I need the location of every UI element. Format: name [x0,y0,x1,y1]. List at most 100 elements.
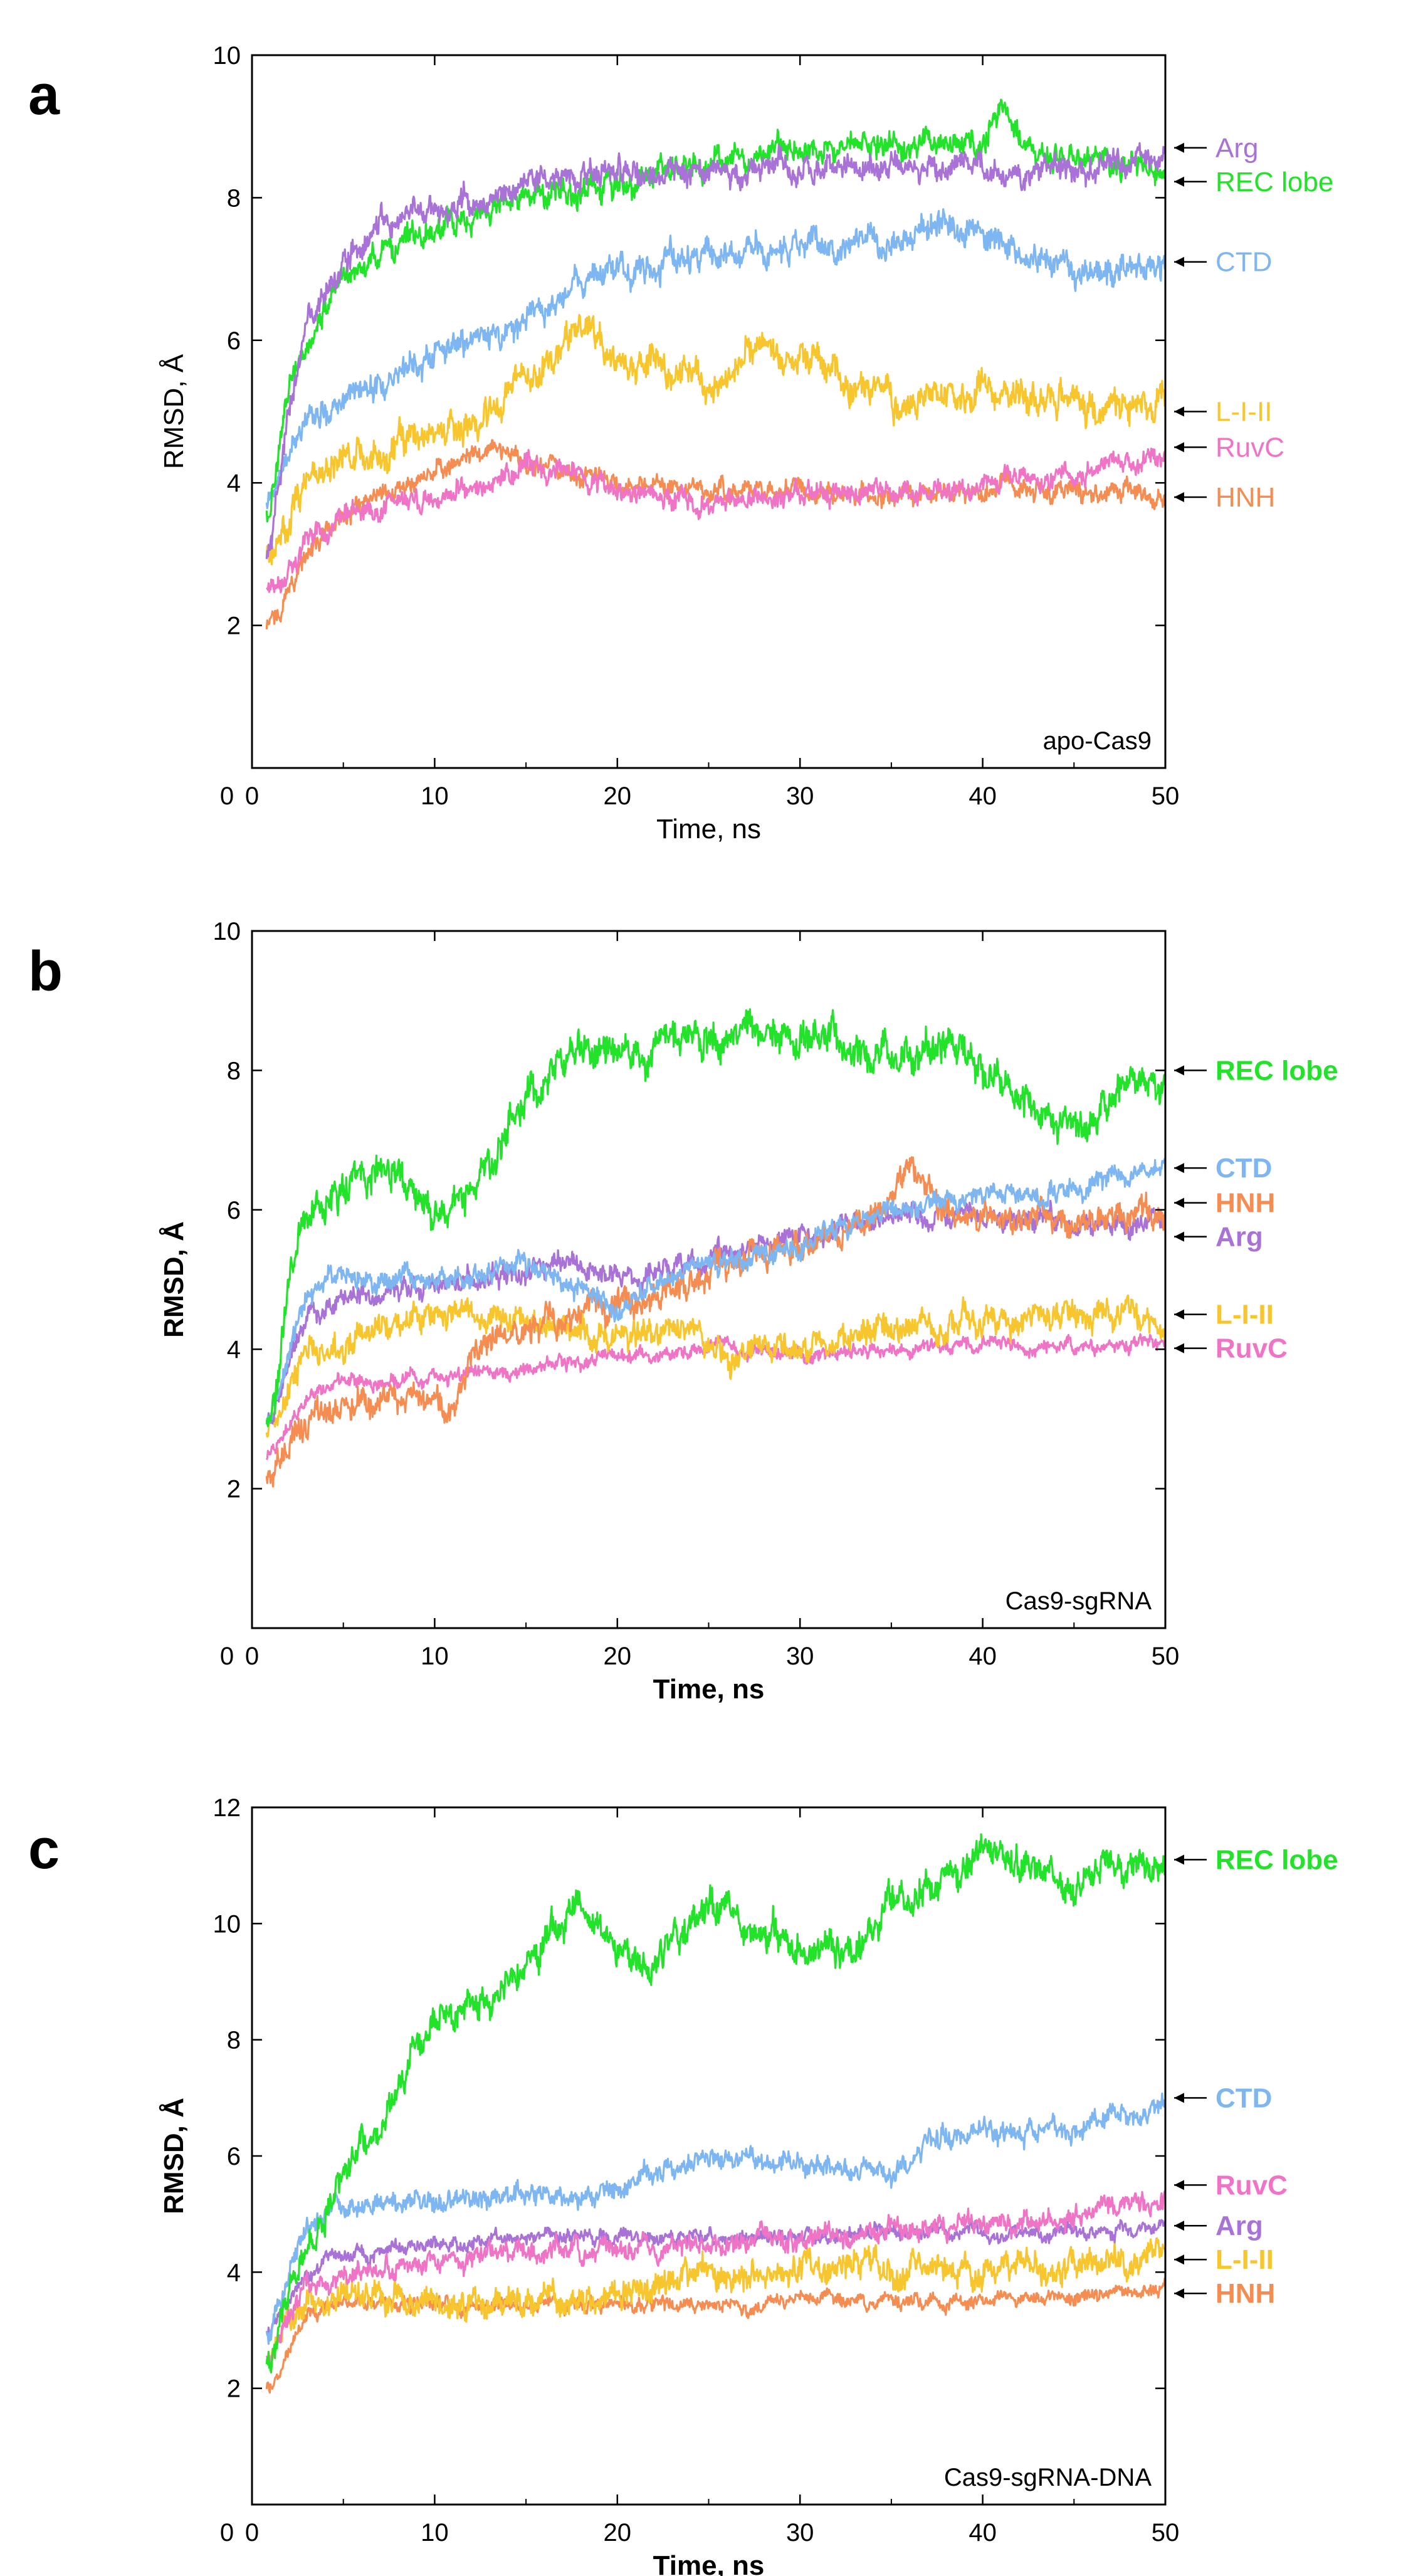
legend-arrowhead [1174,2221,1184,2231]
legend-label-ruvc: RuvC [1215,432,1284,463]
legend-label-arg: Arg [1215,2211,1263,2241]
y-axis-title: RMSD, Å [159,354,189,469]
legend-arrowhead [1174,1163,1184,1174]
series-line-ctd [265,2092,1165,2345]
legend-label-rec-lobe: REC lobe [1215,1844,1338,1875]
series-line-rec-lobe [265,98,1165,523]
legend-arrowhead [1174,176,1184,187]
x-tick-label: 50 [1152,782,1180,810]
panel-a: a 0 10 20 30 40 50 2 4 6 8 10 0 Time, ns RMSD, Å apo-Ca… [28,42,1333,844]
legend-label-ctd: CTD [1215,1153,1272,1184]
series-line-ruvc [265,448,1165,594]
legend-label-hnh: HNH [1215,1188,1275,1219]
y-axis-title: RMSD, Å [159,1221,189,1338]
x-tick-label: 20 [604,2519,632,2547]
series-line-rec-lobe [265,1008,1165,1427]
legend-label-arg: Arg [1215,133,1258,164]
x-tick-label: 30 [786,782,814,810]
legend-arrowhead [1174,142,1184,153]
y-tick-label: 6 [227,327,241,355]
panel-letter: b [28,940,63,1003]
condition-label: Cas9-sgRNA-DNA [944,2464,1152,2491]
series-line-ruvc [265,1333,1165,1461]
legend-arrowhead [1174,1197,1184,1208]
series-line-l-i-ii [265,2237,1165,2368]
y-axis-title: RMSD, Å [159,2098,189,2214]
legend-arrowhead [1174,1065,1184,1076]
x-tick-label: 40 [969,1643,997,1670]
panel-c: c 0 10 20 30 40 50 2 4 6 8 10 12 0 Time, ns RMSD, Å Cas9… [28,1794,1338,2576]
legend-label-ctd: CTD [1215,2083,1272,2113]
legend-label-arg: Arg [1215,1222,1263,1253]
legend-arrowhead [1174,442,1184,453]
y-tick-label: 2 [227,2375,241,2403]
legend-label-hnh: HNH [1215,2278,1275,2309]
legend-arrowhead [1174,406,1184,417]
y-tick-label: 8 [227,1057,241,1085]
series-line-l-i-ii [265,1294,1165,1438]
x-tick-label: 0 [245,1643,259,1670]
y-tick-label: 4 [227,1336,241,1364]
x-tick-label: 10 [421,1643,449,1670]
series-line-arg [265,142,1165,559]
legend-label-rec-lobe: REC lobe [1215,167,1333,197]
y-tick-label: 6 [227,1197,241,1224]
legend-label-ruvc: RuvC [1215,2170,1288,2200]
panel-letter: c [28,1818,60,1881]
legend-arrowhead [1174,1343,1184,1354]
y-tick-label: 10 [213,1910,241,1938]
legend-arrowhead [1174,1309,1184,1320]
legend-arrowhead [1174,1231,1184,1242]
series-line-ruvc [265,2190,1165,2369]
x-axis-title: Time, ns [653,2550,765,2576]
y-tick-label: 4 [227,470,241,497]
x-tick-label: 50 [1152,2519,1180,2547]
legend-arrowhead [1174,2254,1184,2265]
y-tick-label: 10 [213,918,241,945]
legend-label-l-i-ii: L-I-II [1215,1300,1274,1330]
series-line-hnh [265,1156,1165,1488]
y-tick-label: 12 [213,1794,241,1822]
panel-b: b 0 10 20 30 40 50 2 4 6 8 10 0 Time, ns RMSD, Å Cas9-s… [28,918,1338,1705]
y-tick-label: 4 [227,2259,241,2286]
legend-arrowhead [1174,2093,1184,2103]
x-tick-label: 0 [220,1643,234,1670]
condition-label: Cas9-sgRNA [1005,1587,1152,1615]
x-tick-label: 50 [1152,1643,1180,1670]
x-tick-label: 0 [245,2519,259,2547]
series-line-l-i-ii [265,313,1165,565]
legend-label-l-i-ii: L-I-II [1215,2244,1274,2275]
x-axis-title: Time, ns [656,814,761,844]
x-tick-label: 10 [421,2519,449,2547]
series-line-rec-lobe [265,1833,1165,2374]
series-traces [265,1008,1165,1488]
series-line-hnh [265,439,1165,629]
legend-label-ruvc: RuvC [1215,1333,1288,1364]
series-line-ctd [265,1157,1165,1426]
y-tick-label: 10 [213,42,241,70]
y-tick-label: 8 [227,184,241,212]
x-tick-label: 0 [220,782,234,810]
legend-label-rec-lobe: REC lobe [1215,1055,1338,1086]
legend-arrowhead [1174,1854,1184,1865]
legend-label-l-i-ii: L-I-II [1215,397,1272,428]
x-tick-label: 40 [969,2519,997,2547]
series-line-ctd [265,208,1165,510]
legend-arrowhead [1174,2288,1184,2299]
legend-label-ctd: CTD [1215,247,1272,278]
x-tick-label: 20 [604,1643,632,1670]
x-tick-label: 0 [245,782,259,810]
y-tick-label: 8 [227,2027,241,2054]
series-traces [265,1833,1165,2394]
legend-arrowhead [1174,2180,1184,2190]
legend-label-hnh: HNH [1215,482,1275,513]
x-tick-label: 30 [786,1643,814,1670]
x-tick-label: 20 [604,782,632,810]
condition-label: apo-Cas9 [1043,727,1152,755]
panel-letter: a [28,64,60,127]
x-tick-label: 40 [969,782,997,810]
y-tick-label: 2 [227,1476,241,1503]
x-tick-label: 10 [421,782,449,810]
x-tick-label: 0 [220,2519,234,2547]
